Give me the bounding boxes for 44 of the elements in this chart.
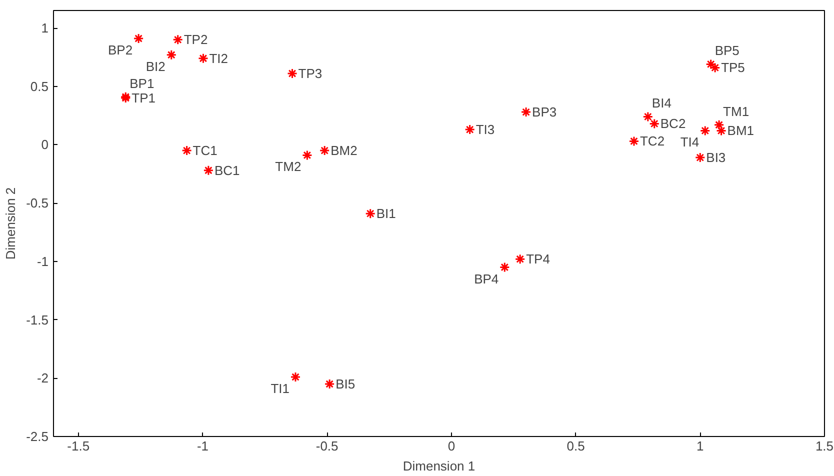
annotation: BM2	[330, 143, 358, 158]
y-tick-label: 1	[41, 20, 49, 36]
annotation: TC2	[640, 134, 665, 149]
annotation: TM1	[723, 104, 750, 119]
annotation: BI3	[706, 150, 726, 166]
y-axis-title: Dimension 2	[3, 187, 18, 260]
x-tick-label: 1	[696, 438, 704, 454]
annotation: TI3	[476, 122, 495, 138]
x-axis-title: Dimension 1	[402, 458, 476, 474]
y-tick-label: 0	[41, 137, 49, 152]
y-tick-label: -2.5	[26, 429, 49, 444]
x-tick-label: 1.5	[815, 438, 834, 454]
x-tick-label: 0.5	[566, 438, 585, 454]
annotation: BI5	[336, 376, 356, 392]
annotation: TI1	[270, 380, 290, 396]
x-tick-label: 0	[448, 438, 456, 454]
y-tick-label: -0.5	[26, 196, 49, 211]
annotation: BP2	[108, 42, 133, 58]
annotation: TM2	[275, 159, 302, 174]
annotation: TI2	[209, 50, 228, 66]
annotation: TC1	[192, 143, 218, 158]
annotation: TP1	[132, 90, 156, 106]
y-tick-label: -1.5	[26, 312, 49, 328]
y-tick-label: -2	[36, 370, 49, 386]
annotation: BP1	[130, 76, 154, 91]
annotation: BI1	[376, 206, 396, 222]
annotation: BC2	[660, 116, 686, 132]
y-tick-label: -1	[36, 254, 49, 269]
x-tick-label: -1.5	[67, 438, 90, 454]
annotation: TI4	[680, 134, 700, 150]
x-tick-label: -0.5	[316, 438, 338, 454]
annotation: BC1	[214, 162, 240, 178]
annotation: BP5	[714, 43, 740, 58]
annotation: TP5	[721, 60, 745, 76]
annotation: BI2	[146, 58, 166, 74]
annotation: BM1	[727, 123, 754, 138]
annotation: TP3	[298, 66, 322, 82]
annotation: BP4	[474, 271, 499, 286]
annotation: TP4	[526, 252, 550, 267]
y-tick-label: 0.5	[30, 78, 49, 94]
annotation: BI4	[652, 96, 672, 111]
annotation: TP2	[184, 32, 208, 48]
annotation: BP3	[532, 104, 557, 120]
x-tick-label: -1	[196, 438, 209, 454]
